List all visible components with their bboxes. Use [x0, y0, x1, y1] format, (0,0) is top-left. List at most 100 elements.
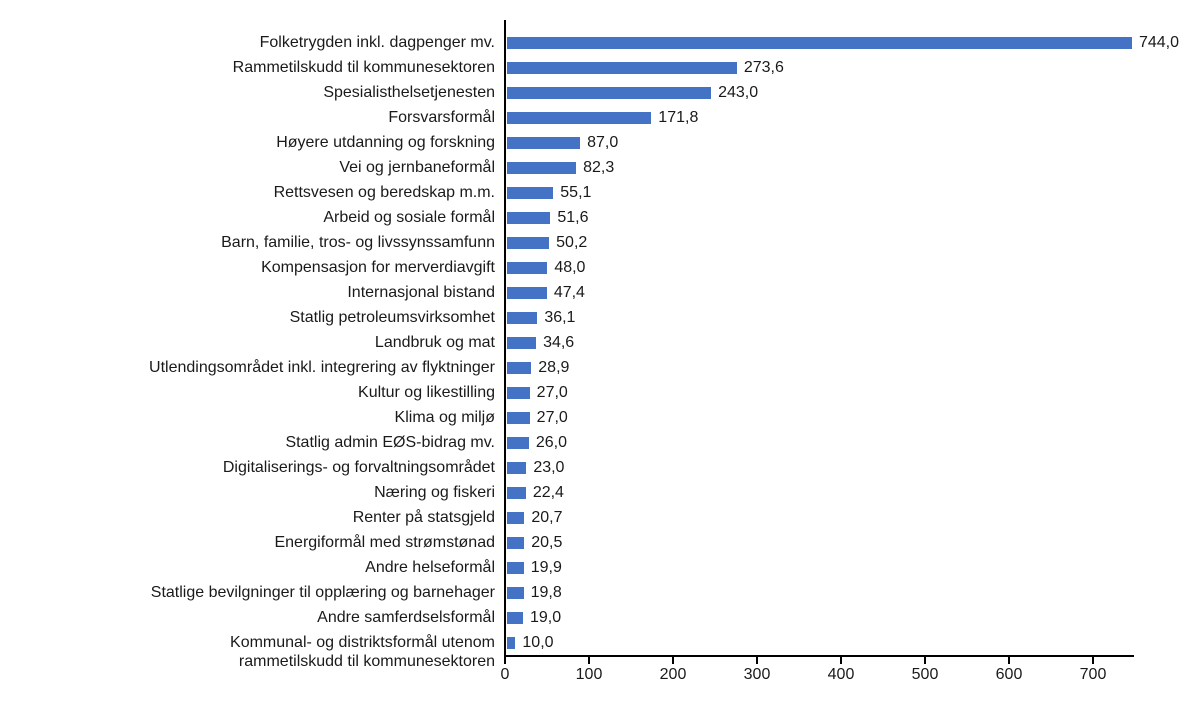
tick-label: 700 — [1079, 666, 1107, 683]
category-label: Folketrygden inkl. dagpenger mv. — [259, 34, 495, 51]
bar-area: 273,6 — [505, 55, 1190, 80]
bar — [507, 411, 530, 424]
bar-area: 10,0 — [505, 630, 1190, 655]
value-label: 47,4 — [553, 283, 585, 301]
category-label: Statlig petroleumsvirksomhet — [289, 309, 495, 326]
bar-area: 87,0 — [505, 130, 1190, 155]
category-label: Kultur og likestilling — [358, 384, 495, 401]
bar-area: 48,0 — [505, 255, 1190, 280]
x-axis-line — [504, 655, 1134, 657]
tick-mark — [588, 657, 590, 664]
chart-row: Rammetilskudd til kommunesektoren 273,6 — [10, 55, 1190, 80]
category-label: Energiformål med strømstønad — [274, 534, 495, 551]
y-axis-line — [504, 20, 506, 657]
category-label: Internasjonal bistand — [347, 284, 495, 301]
chart-row: Andre helseformål 19,9 — [10, 555, 1190, 580]
chart-row: Spesialisthelsetjenesten 243,0 — [10, 80, 1190, 105]
category-label: Kompensasjon for merverdiavgift — [261, 259, 495, 276]
value-label: 23,0 — [533, 458, 565, 476]
chart-row: Statlige bevilgninger til opplæring og b… — [10, 580, 1190, 605]
chart-row: Barn, familie, tros- og livssynssamfunn 5… — [10, 230, 1190, 255]
value-label: 55,1 — [560, 183, 592, 201]
bar-area: 26,0 — [505, 430, 1190, 455]
chart-row: Internasjonal bistand 47,4 — [10, 280, 1190, 305]
chart-row: Høyere utdanning og forskning 87,0 — [10, 130, 1190, 155]
value-label: 19,0 — [529, 608, 562, 626]
chart-row: Landbruk og mat 34,6 — [10, 330, 1190, 355]
category-label: Høyere utdanning og forskning — [276, 134, 495, 151]
value-label: 48,0 — [554, 258, 586, 276]
category-label: Utlendingsområdet inkl. integrering av f… — [149, 359, 495, 376]
bar-area: 19,0 — [505, 605, 1190, 630]
bar — [507, 611, 523, 624]
bar-area: 27,0 — [505, 380, 1190, 405]
value-label: 27,0 — [536, 408, 568, 426]
chart-row: Utlendingsområdet inkl. integrering av f… — [10, 355, 1190, 380]
bar — [507, 636, 516, 649]
bar-area: 27,0 — [505, 405, 1190, 430]
category-label: Statlig admin EØS-bidrag mv. — [285, 434, 495, 451]
bar — [507, 111, 652, 124]
tick-mark — [1092, 657, 1094, 664]
bar-area: 47,4 — [505, 280, 1190, 305]
bar — [507, 236, 550, 249]
bar — [507, 311, 538, 324]
bar — [507, 561, 524, 574]
bar-area: 744,0 — [505, 30, 1190, 55]
value-label: 10,0 — [522, 633, 554, 651]
bar-area: 171,8 — [505, 105, 1190, 130]
value-label: 744,0 — [1138, 33, 1179, 51]
bar — [507, 386, 530, 399]
tick-mark — [840, 657, 842, 664]
value-label: 22,4 — [532, 483, 564, 501]
chart-row: Statlig admin EØS-bidrag mv. 26,0 — [10, 430, 1190, 455]
bar — [507, 211, 551, 224]
value-label: 27,0 — [536, 383, 568, 401]
tick-label: 200 — [659, 666, 687, 683]
bar — [507, 161, 577, 174]
value-label: 273,6 — [743, 58, 784, 76]
category-label: Andre samferdselsformål — [317, 609, 495, 626]
bar-area: 51,6 — [505, 205, 1190, 230]
chart-row: Renter på statsgjeld 20,7 — [10, 505, 1190, 530]
category-label: Kommunal- og distriktsformål utenom ramm… — [230, 634, 495, 670]
chart-row: Statlig petroleumsvirksomhet 36,1 — [10, 305, 1190, 330]
bar-area: 34,6 — [505, 330, 1190, 355]
value-label: 20,5 — [531, 533, 563, 551]
bar-area: 20,5 — [505, 530, 1190, 555]
tick-label: 300 — [743, 666, 771, 683]
bar-area: 20,7 — [505, 505, 1190, 530]
tick-label: 100 — [575, 666, 603, 683]
bar — [507, 36, 1132, 49]
tick-mark — [1008, 657, 1010, 664]
category-label: Rettsvesen og beredskap m.m. — [273, 184, 495, 201]
bar-area: 36,1 — [505, 305, 1190, 330]
bar — [507, 586, 524, 599]
bar — [507, 361, 532, 374]
chart-row: Digitaliserings- og forvaltningsområdet 2… — [10, 455, 1190, 480]
category-label: Næring og fiskeri — [374, 484, 495, 501]
chart-row: Næring og fiskeri 22,4 — [10, 480, 1190, 505]
chart-row: Klima og miljø 27,0 — [10, 405, 1190, 430]
category-label: Klima og miljø — [394, 409, 495, 426]
bar-area: 19,8 — [505, 580, 1190, 605]
chart-row: Folketrygden inkl. dagpenger mv. 744,0 — [10, 30, 1190, 55]
value-label: 243,0 — [718, 83, 759, 101]
value-label: 28,9 — [538, 358, 570, 376]
value-label: 20,7 — [531, 508, 563, 526]
bar-area: 55,1 — [505, 180, 1190, 205]
tick-mark — [504, 657, 506, 664]
bar — [507, 136, 581, 149]
value-label: 34,6 — [543, 333, 575, 351]
tick-label: 500 — [911, 666, 939, 683]
tick-label: 400 — [827, 666, 855, 683]
chart-rows: Folketrygden inkl. dagpenger mv. 744,0 Ram… — [10, 30, 1190, 670]
value-label: 50,2 — [556, 233, 588, 251]
value-label: 19,9 — [530, 558, 562, 576]
category-label: Landbruk og mat — [374, 334, 495, 351]
x-axis: 0 100 200 300 400 500 600 700 — [501, 657, 1135, 687]
tick-mark — [756, 657, 758, 664]
value-label: 171,8 — [658, 108, 699, 126]
bar — [507, 461, 527, 474]
chart-row: Vei og jernbaneformål 82,3 — [10, 155, 1190, 180]
